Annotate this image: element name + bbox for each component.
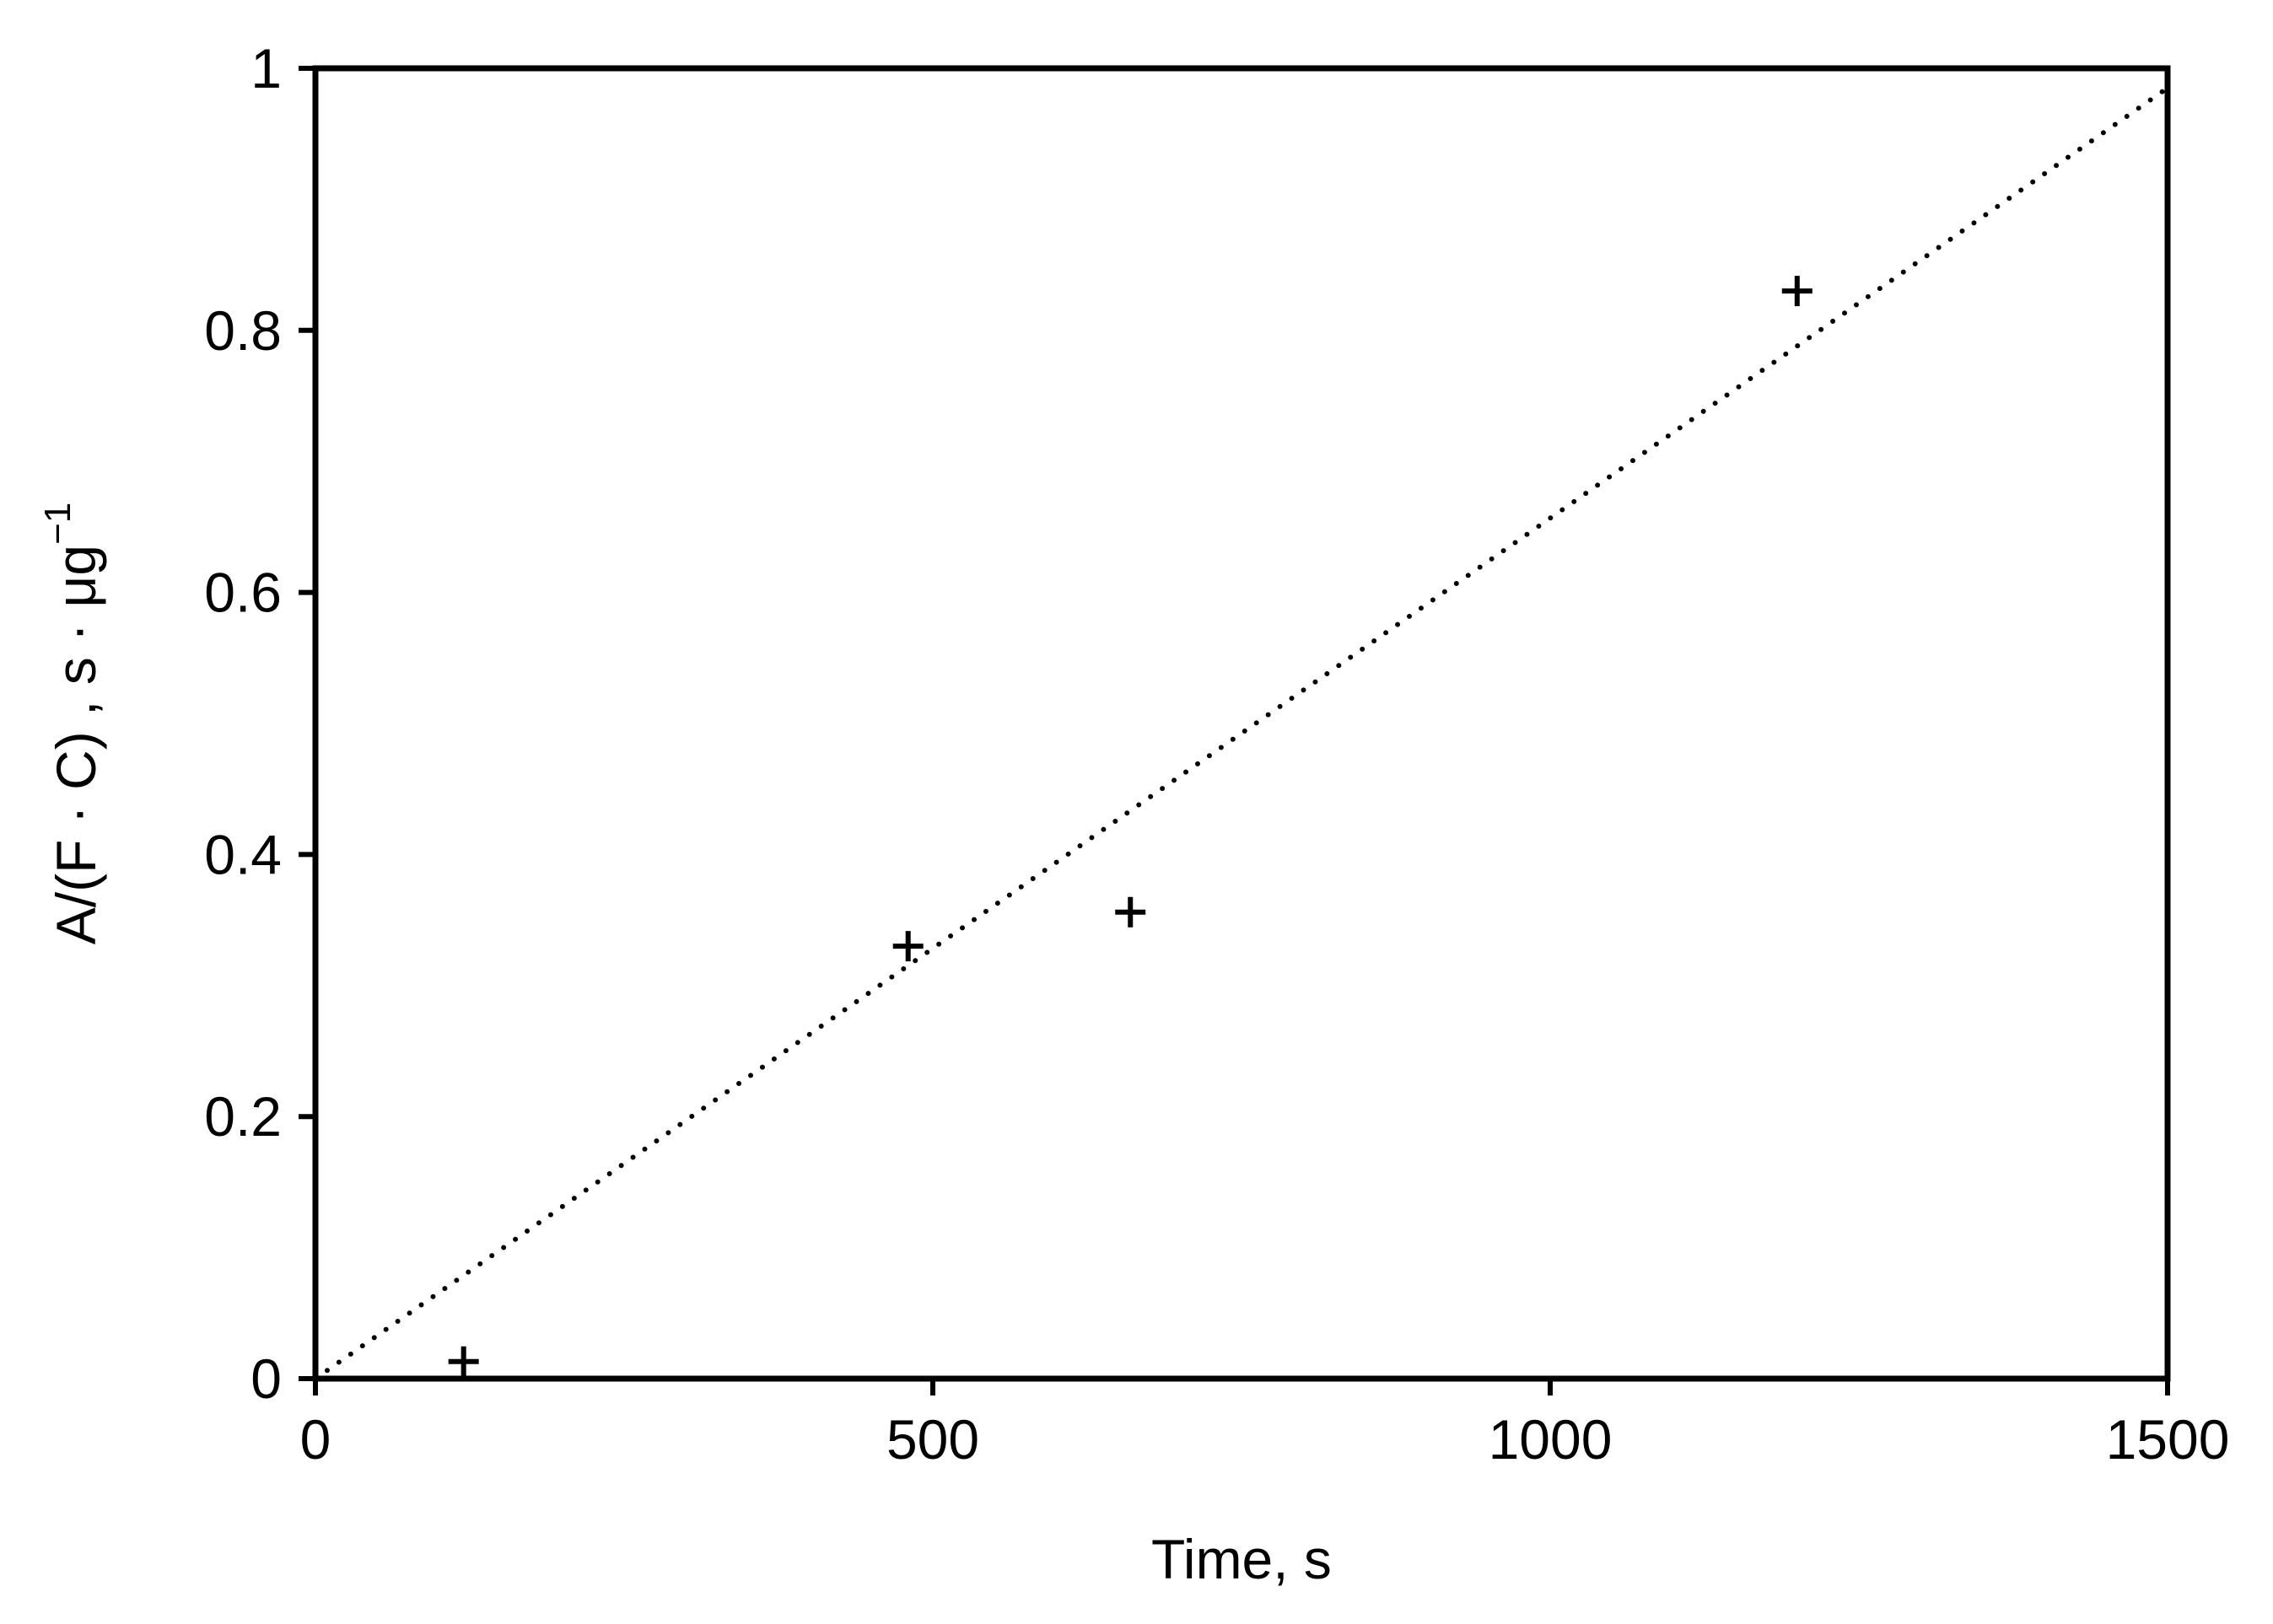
y-tick-label: 0 <box>250 1347 282 1410</box>
data-points <box>448 276 1812 1377</box>
trendline-layer <box>313 85 2170 1381</box>
y-axis-title-superscript: −1 <box>37 503 78 545</box>
y-tick-label: 0.6 <box>204 562 282 624</box>
data-point <box>892 931 924 962</box>
y-tick-label: 0.8 <box>204 299 282 362</box>
axis-ticks <box>299 66 2170 1395</box>
y-axis-title: A/(F · C) , s · μg−1 <box>37 503 107 945</box>
data-point <box>1781 276 1812 307</box>
trendline <box>313 85 2170 1381</box>
y-axis-title-main: A/(F · C) , s · μg <box>45 545 107 944</box>
data-point <box>1115 896 1146 928</box>
y-tick-label: 0.4 <box>204 823 282 885</box>
x-axis-title: Time, s <box>1151 1528 1332 1590</box>
plot-area-frame <box>312 65 2171 1382</box>
y-tick-label: 0.2 <box>204 1085 282 1148</box>
x-tick-label: 1000 <box>1489 1408 1613 1471</box>
x-tick-label: 0 <box>300 1408 331 1471</box>
x-tick-label: 500 <box>886 1408 979 1471</box>
data-point <box>448 1346 479 1377</box>
tick-labels: 0 500 1000 1500 0 0.2 0.4 0.6 0.8 1 <box>204 37 2229 1471</box>
y-tick-label: 1 <box>250 37 282 99</box>
x-tick-label: 1500 <box>2106 1408 2230 1471</box>
